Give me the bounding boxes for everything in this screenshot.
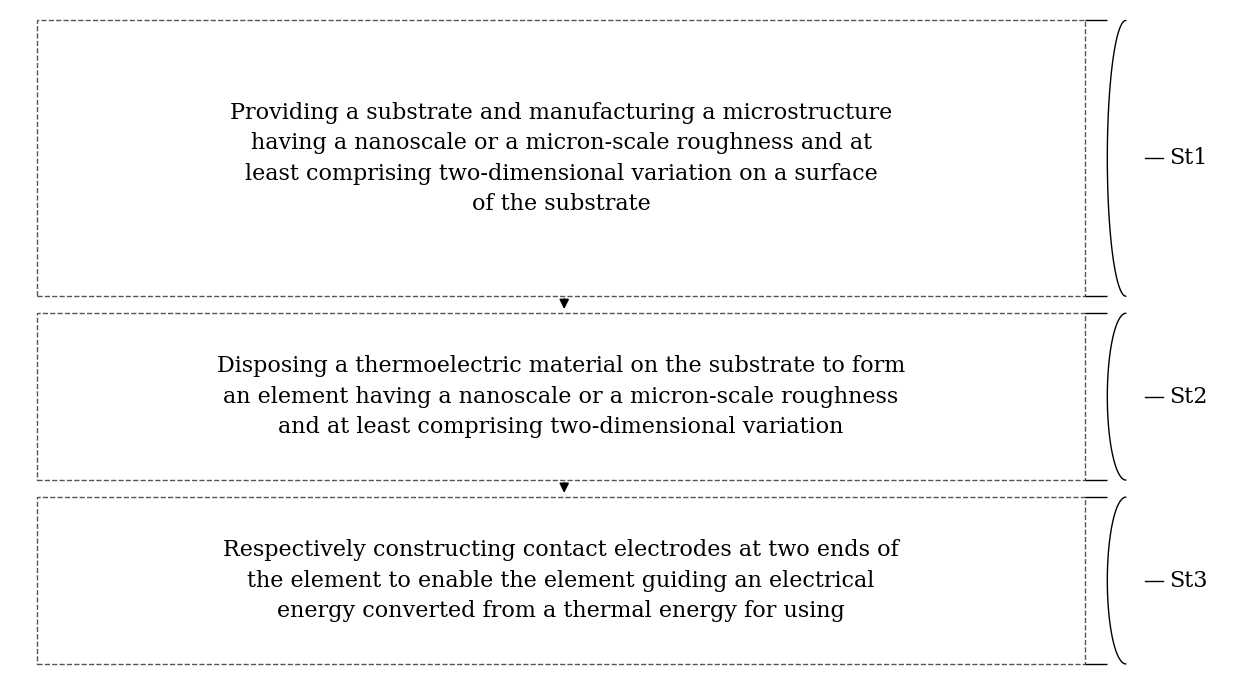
Bar [37,497,1085,664]
Text: St1: St1 [1169,147,1208,170]
Text: Providing a substrate and manufacturing a microstructure
having a nanoscale or a: Providing a substrate and manufacturing … [229,101,893,215]
Text: St3: St3 [1169,569,1208,592]
Bar [37,20,1085,296]
Text: Respectively constructing contact electrodes at two ends of
the element to enabl: Respectively constructing contact electr… [223,539,899,622]
Bar [37,313,1085,480]
Text: St2: St2 [1169,385,1208,408]
Text: Disposing a thermoelectric material on the substrate to form
an element having a: Disposing a thermoelectric material on t… [217,355,905,438]
